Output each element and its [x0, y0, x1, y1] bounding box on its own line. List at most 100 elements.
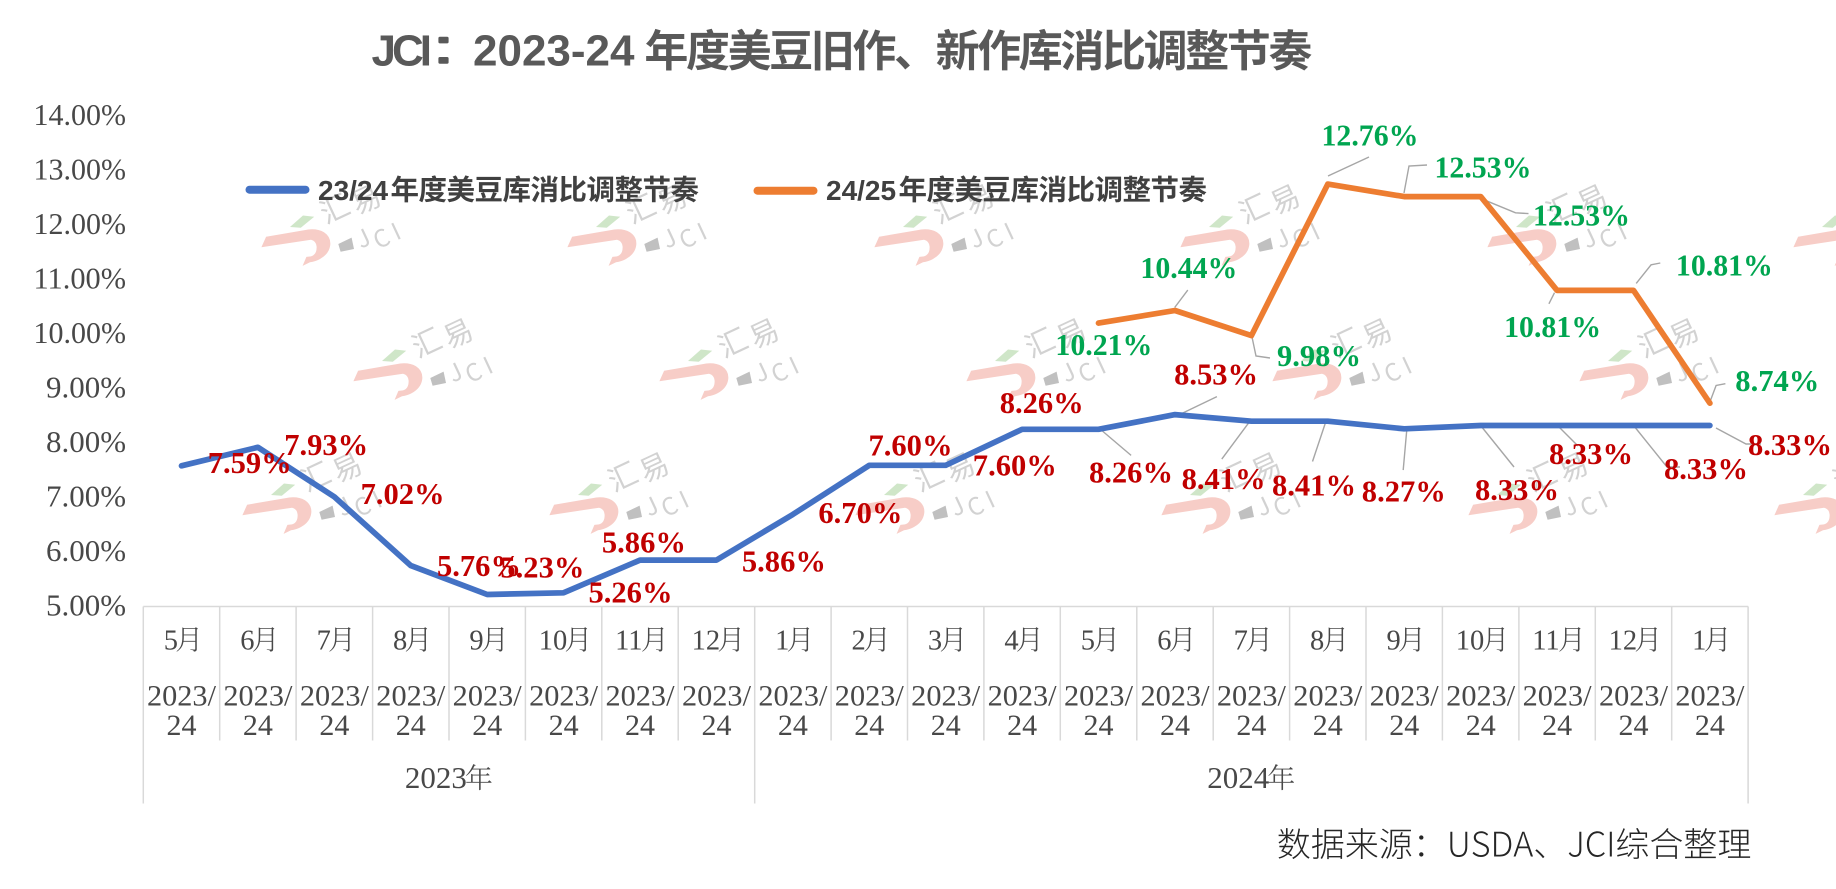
svg-text:24: 24 [625, 709, 655, 742]
svg-text:9: 9 [469, 626, 483, 657]
svg-text:2023/: 2023/ [1293, 680, 1363, 713]
svg-text:7.60%: 7.60% [869, 428, 953, 463]
svg-text:11: 11 [1532, 626, 1559, 657]
svg-text:8.33%: 8.33% [1475, 472, 1559, 507]
svg-text:5: 5 [164, 626, 178, 657]
svg-text:8.53%: 8.53% [1174, 356, 1258, 391]
svg-text:24: 24 [167, 709, 197, 742]
svg-text:2023/: 2023/ [223, 680, 293, 713]
svg-text:24: 24 [1466, 709, 1496, 742]
svg-text:5.86%: 5.86% [742, 544, 826, 579]
svg-text:24: 24 [1389, 709, 1419, 742]
svg-text:8.00%: 8.00% [46, 424, 126, 459]
svg-text:12.00%: 12.00% [34, 206, 127, 241]
svg-text:8.41%: 8.41% [1272, 467, 1356, 502]
svg-text:2023/: 2023/ [1599, 680, 1669, 713]
svg-text:9.98%: 9.98% [1277, 338, 1361, 373]
svg-text:2023/: 2023/ [682, 680, 752, 713]
svg-text:2023/: 2023/ [1064, 680, 1134, 713]
svg-text:24: 24 [702, 709, 732, 742]
svg-text:24: 24 [1695, 709, 1725, 742]
svg-text:2023/: 2023/ [147, 680, 217, 713]
svg-text:8.26%: 8.26% [1089, 455, 1173, 490]
svg-text:24: 24 [1007, 709, 1037, 742]
svg-text:6: 6 [1157, 626, 1171, 657]
svg-text:12: 12 [692, 626, 721, 657]
svg-text:10: 10 [1456, 626, 1485, 657]
svg-text:10.81%: 10.81% [1676, 248, 1773, 283]
svg-text:3: 3 [928, 626, 942, 657]
svg-text:2023/: 2023/ [1217, 680, 1287, 713]
svg-text:2023/: 2023/ [529, 680, 599, 713]
svg-text:1: 1 [1692, 626, 1706, 657]
svg-text:6: 6 [240, 626, 254, 657]
svg-text:10.21%: 10.21% [1055, 327, 1152, 362]
svg-text:24: 24 [549, 709, 579, 742]
svg-text:5.00%: 5.00% [46, 587, 126, 622]
svg-text:2023/: 2023/ [1523, 680, 1593, 713]
svg-text:5.26%: 5.26% [589, 574, 673, 609]
svg-text:5.86%: 5.86% [602, 524, 686, 559]
svg-text:24: 24 [1542, 709, 1572, 742]
svg-text:7: 7 [317, 626, 331, 657]
svg-text:10.00%: 10.00% [34, 315, 127, 350]
svg-text:7.60%: 7.60% [973, 448, 1057, 483]
svg-text:8: 8 [393, 626, 407, 657]
svg-text:12.53%: 12.53% [1435, 149, 1532, 184]
svg-text:2023/: 2023/ [1370, 680, 1440, 713]
svg-text:24: 24 [1619, 709, 1649, 742]
svg-text:12.76%: 12.76% [1322, 117, 1419, 152]
svg-text:2023-24: 2023-24 [473, 26, 635, 75]
svg-text:8.33%: 8.33% [1664, 451, 1748, 486]
svg-text:2023: 2023 [405, 760, 467, 795]
svg-text:24: 24 [319, 709, 349, 742]
svg-text:7.00%: 7.00% [46, 478, 126, 513]
svg-text:24: 24 [1160, 709, 1190, 742]
svg-text:14.00%: 14.00% [34, 97, 127, 132]
svg-text:24/25: 24/25 [826, 175, 896, 206]
svg-text:2023/: 2023/ [758, 680, 828, 713]
svg-text:2: 2 [852, 626, 866, 657]
svg-text:2023/: 2023/ [453, 680, 523, 713]
svg-text:24: 24 [1313, 709, 1343, 742]
svg-text:8.74%: 8.74% [1735, 363, 1819, 398]
svg-text:7.93%: 7.93% [284, 427, 368, 462]
svg-text:12.53%: 12.53% [1533, 198, 1630, 233]
svg-text:7.02%: 7.02% [361, 476, 445, 511]
svg-text:24: 24 [1084, 709, 1114, 742]
svg-text:8.26%: 8.26% [1000, 385, 1084, 420]
svg-text:2023/: 2023/ [1446, 680, 1516, 713]
svg-text:10.81%: 10.81% [1504, 309, 1601, 344]
svg-text:2023/: 2023/ [911, 680, 981, 713]
svg-text:5.23%: 5.23% [500, 549, 584, 584]
svg-text:2024: 2024 [1207, 760, 1270, 795]
svg-text:9: 9 [1387, 626, 1401, 657]
svg-text:2023/: 2023/ [1141, 680, 1211, 713]
svg-text:9.00%: 9.00% [46, 369, 126, 404]
svg-text:5.76%: 5.76% [437, 548, 521, 583]
svg-text:2023/: 2023/ [1675, 680, 1745, 713]
svg-text:2023/: 2023/ [376, 680, 446, 713]
svg-text:2023/: 2023/ [988, 680, 1058, 713]
svg-text:8: 8 [1310, 626, 1324, 657]
svg-text:11.00%: 11.00% [34, 260, 127, 295]
svg-text:24: 24 [778, 709, 808, 742]
svg-text:8.33%: 8.33% [1748, 427, 1832, 462]
svg-text:2023/: 2023/ [835, 680, 905, 713]
svg-text:24: 24 [472, 709, 502, 742]
svg-text:10.44%: 10.44% [1140, 250, 1237, 285]
svg-text:2023/: 2023/ [606, 680, 676, 713]
svg-text:JCI: JCI [372, 26, 430, 75]
svg-text:8.33%: 8.33% [1549, 436, 1633, 471]
svg-text:5: 5 [1081, 626, 1095, 657]
svg-text:10: 10 [539, 626, 568, 657]
svg-text:6.00%: 6.00% [46, 533, 126, 568]
svg-text:24: 24 [396, 709, 426, 742]
svg-text:2023/: 2023/ [300, 680, 370, 713]
svg-text:24: 24 [854, 709, 884, 742]
svg-text:13.00%: 13.00% [34, 151, 127, 186]
svg-text:1: 1 [775, 626, 789, 657]
svg-text:11: 11 [615, 626, 642, 657]
svg-text:4: 4 [1004, 626, 1018, 657]
svg-text:24: 24 [1236, 709, 1266, 742]
